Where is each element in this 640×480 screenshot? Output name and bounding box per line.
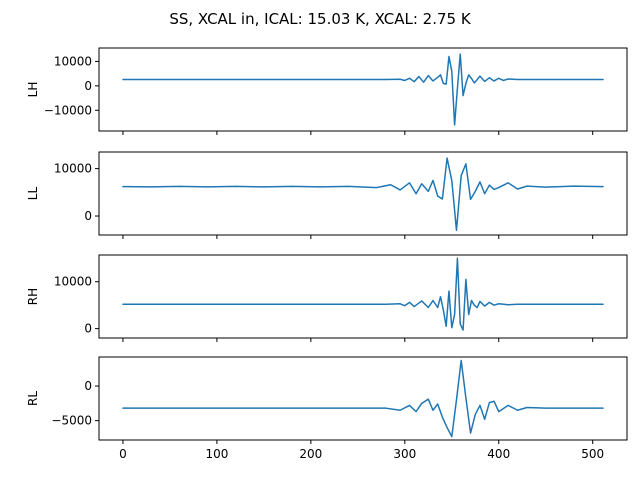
axes-frame (98, 151, 628, 236)
x-tick-label: 100 (205, 447, 228, 461)
subplot-rl: −5000 0 0 100 200 300 400 500 RL (26, 356, 628, 461)
figure-title: SS, XCAL in, ICAL: 15.03 K, XCAL: 2.75 K (169, 10, 472, 28)
x-tick-label: 200 (299, 447, 322, 461)
x-tick-label: 500 (581, 447, 604, 461)
axes-frame (98, 254, 628, 339)
subplot-ll: 0 10000 LL (26, 151, 628, 239)
y-tick-label: 0 (84, 79, 92, 93)
series-line-lh (122, 53, 604, 126)
x-tick-label: 400 (487, 447, 510, 461)
y-tick-label: 10000 (54, 162, 92, 176)
axes-frame (98, 356, 628, 441)
subplot-panels: −10000 0 10000 LH 0 10000 LL 0 10000 RH −5000 0 0 100… (26, 47, 628, 461)
y-tick-label: 10000 (54, 275, 92, 289)
y-tick-label: 0 (84, 209, 92, 223)
y-axis-label: RH (26, 288, 40, 305)
x-tick-label: 0 (119, 447, 127, 461)
y-axis-label: LL (26, 187, 40, 201)
x-tick-label: 300 (393, 447, 416, 461)
series-line-rh (122, 257, 604, 331)
axes-frame (98, 47, 628, 132)
y-axis-label: LH (26, 82, 40, 98)
subplot-rh: 0 10000 RH (26, 254, 628, 342)
y-tick-label: 10000 (54, 54, 92, 68)
y-axis-label: RL (26, 391, 40, 406)
series-line-rl (122, 359, 604, 438)
y-tick-label: 0 (84, 322, 92, 336)
y-tick-label: 0 (84, 379, 92, 393)
y-tick-label: −10000 (44, 103, 92, 117)
series-line-ll (122, 157, 604, 232)
subplot-lh: −10000 0 10000 LH (26, 47, 628, 135)
y-tick-label: −5000 (51, 414, 92, 428)
